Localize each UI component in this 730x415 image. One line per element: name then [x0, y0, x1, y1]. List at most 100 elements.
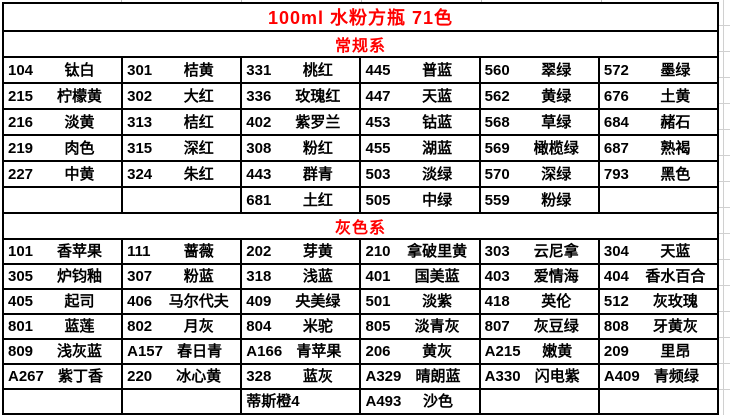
color-cell: 328 蓝灰 — [240, 363, 362, 390]
color-cell: 572 墨绿 — [597, 56, 720, 84]
color-cell: A215 嫩黄 — [478, 338, 600, 365]
empty-cell — [1, 388, 124, 415]
color-name: 普蓝 — [422, 61, 453, 79]
color-name: 天蓝 — [422, 87, 453, 105]
color-name: 粉红 — [302, 139, 333, 157]
color-name: 柠檬黄 — [57, 87, 103, 105]
color-cell: 568 草绿 — [478, 108, 600, 136]
empty-cell — [478, 388, 600, 415]
color-name: 墨绿 — [660, 61, 691, 79]
color-cell: 209 里昂 — [597, 338, 720, 365]
color-cell: 111 蔷薇 — [121, 238, 243, 265]
color-code: 572 — [603, 61, 629, 79]
color-code: A330 — [484, 368, 521, 385]
color-cell: 401 国美蓝 — [359, 263, 481, 290]
color-code: 501 — [365, 293, 391, 310]
color-name: 天蓝 — [660, 243, 691, 260]
color-code: 305 — [8, 268, 34, 285]
color-name: 中黄 — [64, 165, 95, 183]
section-header-row: 常规系 — [2, 30, 719, 58]
color-code: 220 — [127, 368, 153, 385]
color-name: 国美蓝 — [414, 268, 460, 285]
color-cell: 809 浅灰蓝 — [1, 338, 124, 365]
empty-cell — [121, 186, 243, 214]
color-name: 香苹果 — [57, 243, 103, 260]
color-code: 445 — [365, 61, 391, 79]
color-cell: 684 赭石 — [597, 108, 720, 136]
table-row: 405 起司 406 马尔代夫 409 央美绿 501 淡紫 418 英伦 512 灰玫瑰 — [1, 288, 720, 315]
color-name: 炉钧釉 — [57, 268, 103, 285]
color-code: 215 — [8, 87, 34, 105]
color-cell: 215 柠檬黄 — [1, 82, 124, 110]
color-code: 559 — [484, 191, 510, 209]
color-cell: 676 土黄 — [597, 82, 720, 110]
color-cell: 409 央美绿 — [240, 288, 362, 315]
color-name: 钴蓝 — [422, 113, 453, 131]
color-code: A215 — [484, 343, 521, 360]
color-cell: 406 马尔代夫 — [121, 288, 243, 315]
color-code: 805 — [365, 318, 391, 335]
color-code: 304 — [603, 243, 629, 260]
color-name: 深红 — [183, 139, 214, 157]
color-cell: 802 月灰 — [121, 313, 243, 340]
table-row: 681 土红 505 中绿 559 粉绿 — [1, 186, 720, 214]
color-cell: 807 灰豆绿 — [478, 313, 600, 340]
color-code: 404 — [603, 268, 629, 285]
table-row: 104 钛白 301 桔黄 331 桃红 445 普蓝 560 翠绿 572 墨绿 — [1, 56, 720, 84]
color-name: 湖蓝 — [422, 139, 453, 157]
color-cell: 219 肉色 — [1, 134, 124, 162]
color-name: 爱情海 — [533, 268, 579, 285]
color-code: 307 — [127, 268, 153, 285]
color-code: A267 — [8, 368, 44, 385]
color-cell: 202 芽黄 — [240, 238, 362, 265]
color-name: 紫罗兰 — [295, 113, 341, 131]
color-name: 群青 — [302, 165, 333, 183]
color-cell: 404 香水百合 — [597, 263, 720, 290]
color-code: 206 — [365, 343, 391, 360]
top-gridline-tick — [121, 0, 122, 2]
top-gridline-tick — [601, 0, 602, 2]
right-gridline-vertical — [723, 0, 724, 415]
color-code: 202 — [246, 243, 272, 260]
color-code: 403 — [484, 268, 510, 285]
color-code: A166 — [246, 343, 283, 360]
color-code: 804 — [246, 318, 272, 335]
color-name: 淡青灰 — [414, 318, 460, 335]
table-row: 215 柠檬黄 302 大红 336 玫瑰红 447 天蓝 562 黄绿 676 土黄 — [1, 82, 720, 110]
table-row: 227 中黄 324 朱红 443 群青 503 淡绿 570 深绿 793 黑色 — [1, 160, 720, 188]
color-cell: 505 中绿 — [359, 186, 481, 214]
table-row: 蒂斯橙4 A493 沙色 — [1, 388, 720, 415]
table-row: 219 肉色 315 深红 308 粉红 455 湖蓝 569 橄榄绿 687 熟褐 — [1, 134, 720, 162]
color-code: 808 — [603, 318, 629, 335]
color-code: 210 — [365, 243, 391, 260]
color-code: 301 — [127, 61, 153, 79]
color-code: 409 — [246, 293, 272, 310]
color-cell: A330 闪电紫 — [478, 363, 600, 390]
color-name: 青苹果 — [296, 343, 342, 360]
color-name: 浅蓝 — [302, 268, 333, 285]
color-code: A493 — [365, 393, 402, 410]
color-name: 英伦 — [541, 293, 572, 310]
color-cell: 560 翠绿 — [478, 56, 600, 84]
color-cell: 331 桃红 — [240, 56, 362, 84]
color-code: 406 — [127, 293, 153, 310]
color-cell: 308 粉红 — [240, 134, 362, 162]
color-cell: 804 米驼 — [240, 313, 362, 340]
section-header: 灰色系 — [2, 212, 719, 240]
empty-cell — [121, 388, 243, 415]
color-code: 303 — [484, 243, 510, 260]
color-cell: 445 普蓝 — [359, 56, 481, 84]
color-cell: 801 蓝莲 — [1, 313, 124, 340]
color-name: 青频绿 — [653, 368, 699, 385]
empty-cell — [597, 388, 720, 415]
color-name: 朱红 — [183, 165, 214, 183]
color-name: 央美绿 — [295, 293, 341, 310]
color-code: 302 — [127, 87, 153, 105]
color-code: 562 — [484, 87, 510, 105]
color-code: 308 — [246, 139, 272, 157]
color-name: 肉色 — [64, 139, 95, 157]
color-code: 447 — [365, 87, 391, 105]
color-name: 沙色 — [423, 393, 454, 410]
